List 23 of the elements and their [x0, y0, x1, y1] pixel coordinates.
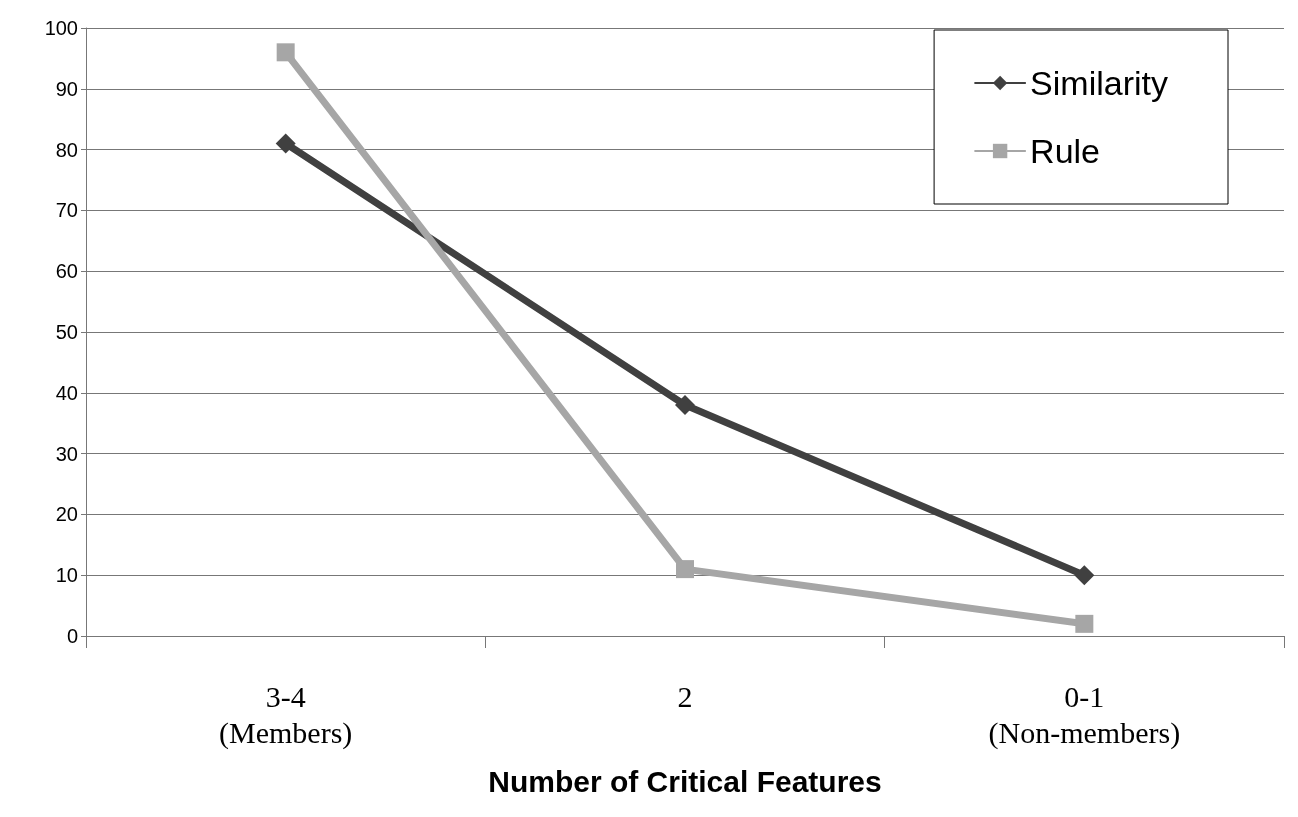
y-tick-label: 10 [55, 564, 78, 587]
point [676, 560, 694, 579]
y-tick-label: 0 [66, 625, 78, 647]
y-tick-label: 70 [55, 199, 78, 222]
y-tick-label: 40 [55, 381, 78, 404]
point [276, 43, 295, 62]
y-tick-label: 30 [55, 442, 78, 465]
point [675, 394, 695, 415]
point [275, 133, 296, 154]
y-tick-label: 60 [55, 260, 78, 283]
x-tick-label: 3-4 (Members) [219, 679, 353, 750]
x-tick-label: 2 [677, 679, 693, 713]
y-tick-label: 20 [55, 503, 78, 526]
y-tick-label: 100 [44, 17, 78, 39]
point [1075, 614, 1094, 633]
point [1074, 565, 1095, 586]
x-axis-title: Number of Critical Features [488, 764, 882, 798]
legend-label: Similarity [1030, 64, 1169, 102]
y-tick-label: 80 [55, 138, 78, 161]
legend-label: Rule [1030, 132, 1101, 170]
x-tick-label: 0-1 (Non-members) [988, 679, 1181, 750]
y-tick-label: 50 [55, 321, 78, 343]
y-tick-label: 90 [55, 77, 78, 100]
